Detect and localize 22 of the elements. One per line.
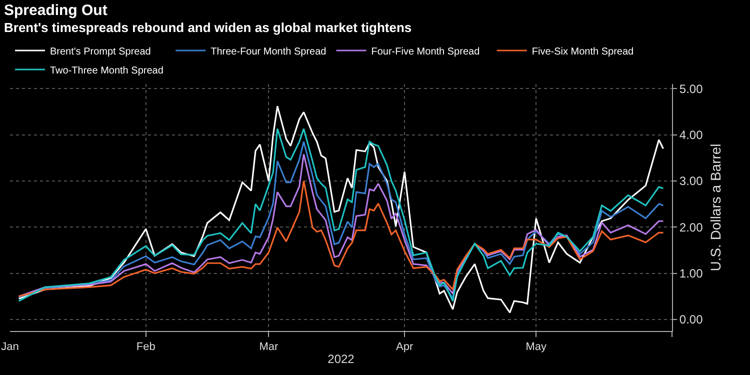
y-tick-label: 2.00 (679, 220, 704, 234)
legend-label: Two-Three Month Spread (50, 65, 164, 76)
x-tick-label: Jan (1, 341, 19, 354)
legend-label: Four-Five Month Spread (371, 46, 480, 58)
x-axis-title: 2022 (328, 352, 355, 366)
y-tick-label: 1.00 (679, 266, 704, 280)
x-tick-label: Feb (136, 341, 156, 354)
x-tick-label: Mar (259, 341, 278, 354)
legend-label: Brent's Prompt Spread (50, 46, 151, 58)
y-tick-label: 4.00 (679, 128, 704, 142)
y-tick-label: 0.00 (679, 312, 704, 327)
chart-subtitle: Brent's timespreads rebound and widen as global market tightens (4, 20, 412, 35)
chart-title: Spreading Out (4, 2, 108, 19)
x-tick-label: May (526, 341, 547, 354)
line-series (18, 105, 664, 314)
y-axis-title: U.S. Dollars a Barrel (707, 144, 724, 272)
y-tick-label: 5.00 (679, 82, 704, 96)
legend-label: Five-Six Month Spread (532, 46, 634, 58)
x-tick-label: Apr (396, 341, 414, 354)
legend-label: Three-Four Month Spread (210, 46, 326, 58)
line-series (18, 180, 664, 298)
y-tick-label: 3.00 (679, 174, 704, 188)
